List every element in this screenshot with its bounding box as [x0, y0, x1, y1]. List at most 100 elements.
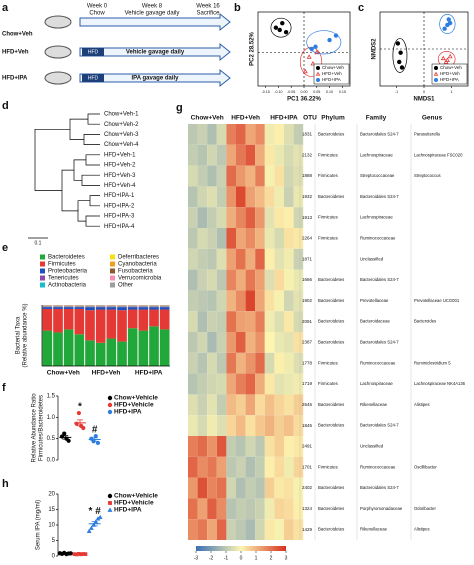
significance-label: *	[78, 402, 82, 413]
bar-segment	[53, 307, 63, 309]
y-tick-label: 0	[52, 554, 56, 560]
heatmap-cell	[293, 311, 304, 332]
legend-marker	[315, 78, 320, 83]
bar-segment	[106, 307, 117, 310]
heatmap-cell	[197, 456, 208, 478]
heatmap-cell	[293, 228, 304, 249]
genus-label: Lachnospiraceae FSC020	[414, 152, 463, 157]
heatmap-cell	[293, 352, 304, 374]
heatmap-cell	[274, 124, 284, 145]
bar-segment	[127, 306, 138, 308]
phylum-label: Bacteroidetes	[318, 506, 344, 511]
mouse-icon	[44, 45, 72, 59]
heatmap-cell	[293, 144, 304, 166]
genus-label: Odoribacter	[414, 506, 436, 511]
heatmap-cell	[245, 498, 256, 520]
heatmap-cell	[293, 456, 304, 478]
data-point	[66, 438, 71, 443]
heatmap-cell	[197, 332, 208, 353]
heatmap-cell	[226, 144, 236, 166]
heatmap-cell	[274, 456, 284, 478]
otu-label: 2387	[302, 340, 313, 345]
heatmap-cell	[245, 269, 256, 291]
y-axis-label: Bacterial Taxa	[16, 316, 22, 354]
legend-marker	[107, 493, 113, 499]
heatmap-cell	[255, 269, 265, 291]
heatmap-cell	[236, 373, 246, 395]
treatment-label: Vehicle gavage daily	[125, 11, 180, 17]
bar-segment	[95, 307, 106, 310]
heatmap-cell	[245, 394, 256, 416]
y-tick-label: 1.5	[47, 394, 56, 400]
heatmap-cell	[255, 436, 265, 457]
heatmap-cell	[226, 477, 236, 499]
colorbar-tick-label: 2	[270, 555, 273, 561]
otu-label: 1324	[302, 506, 313, 511]
heatmap-cell	[207, 373, 217, 395]
legend-label: Firmicutes	[48, 262, 76, 268]
heatmap-cell	[188, 352, 198, 374]
heatmap-cell	[197, 290, 208, 312]
genus-label: Bacteroides	[414, 319, 436, 324]
heatmap-cell	[197, 124, 208, 145]
colorbar	[196, 546, 286, 551]
data-point	[283, 29, 289, 35]
treatment-label: IPA gavage daily	[131, 76, 179, 82]
heatmap-cell	[216, 519, 227, 540]
heatmap-cell	[255, 311, 265, 332]
legend-marker	[107, 402, 113, 408]
heatmap-cell	[284, 144, 294, 166]
heatmap-cell	[293, 477, 304, 499]
heatmap-cell	[293, 373, 304, 395]
heatmap-cell	[207, 248, 217, 270]
bar-segment	[95, 306, 106, 308]
phylum-label: Firmicutes	[318, 464, 338, 469]
heatmap-cell	[284, 373, 294, 395]
data-point	[81, 425, 86, 431]
heatmap-cell	[245, 228, 256, 249]
heatmap-cell	[188, 124, 198, 145]
heatmap-cell	[293, 332, 304, 353]
heatmap-cell	[255, 165, 265, 187]
bar-segment	[149, 307, 159, 310]
bar-segment	[63, 306, 74, 308]
phylum-label: Bacteroidetes	[318, 340, 344, 345]
heatmap-cell	[274, 186, 284, 208]
legend-label: Actinobacteria	[48, 283, 87, 289]
bar-segment	[106, 306, 117, 308]
heatmap-cell	[245, 311, 256, 332]
data-point	[314, 49, 320, 55]
genus-label: Parasutterella	[414, 132, 441, 137]
dendrogram-branch	[34, 128, 70, 191]
group-ellipse	[270, 17, 292, 38]
bar-segment	[106, 338, 117, 366]
heatmap-cell	[274, 436, 284, 457]
column-header: Genus	[422, 115, 443, 122]
mouse-icon	[44, 15, 72, 29]
column-group-header: HFD+IPA	[270, 115, 298, 122]
legend-marker	[433, 71, 439, 76]
heatmap-cell	[274, 144, 284, 166]
heatmap-cell	[226, 165, 236, 187]
error-bar	[62, 435, 69, 440]
legend-marker	[107, 409, 113, 415]
bar-segment	[159, 329, 170, 366]
heatmap-cell	[197, 248, 208, 270]
otu-label: 1902	[302, 298, 313, 303]
genus-label: Alistipes	[414, 527, 430, 532]
diet-label: Chow	[89, 11, 105, 17]
panel-label: c	[358, 2, 364, 14]
heatmap-cell	[197, 477, 208, 499]
heatmap-cell	[284, 207, 294, 228]
data-point	[86, 528, 92, 533]
heatmap-cell	[245, 436, 256, 457]
heatmap-cell	[293, 290, 304, 312]
heatmap-cell	[284, 228, 294, 249]
diet-label: HFD	[88, 49, 99, 55]
heatmap-cell	[293, 165, 304, 187]
heatmap-cell	[236, 456, 246, 478]
legend-label: Chow+Vehicle	[114, 493, 158, 500]
heatmap-cell	[245, 352, 256, 374]
heatmap-cell	[236, 124, 246, 145]
otu-label: 2091	[302, 319, 313, 324]
